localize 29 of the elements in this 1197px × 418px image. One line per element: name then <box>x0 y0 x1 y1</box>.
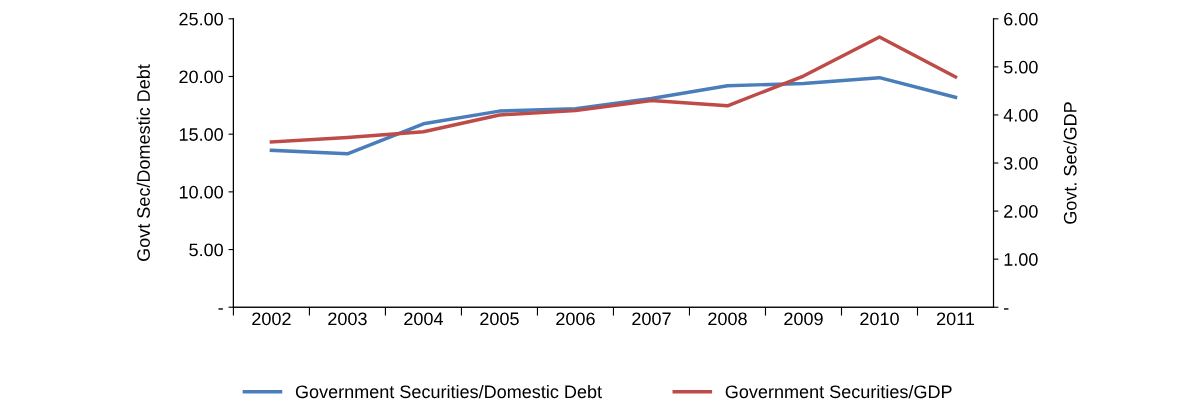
y2-tick-label: 4.00 <box>1003 108 1038 122</box>
y2-tick-label: 3.00 <box>1003 156 1038 170</box>
y-axis-title: Govt Sec/Domestic Debt <box>136 64 150 261</box>
y-tick-label: - <box>218 308 223 310</box>
x-tick-label: 2002 <box>252 312 291 326</box>
x-tick-label: 2006 <box>556 312 595 326</box>
y2-tick-label: - <box>1004 308 1009 310</box>
y-tick-label: 25.00 <box>179 12 223 26</box>
y2-tick-label: 1.00 <box>1004 253 1038 266</box>
line-series <box>269 35 958 144</box>
y-tick-label: 10.00 <box>179 185 223 199</box>
x-tick-label: 2005 <box>480 312 519 326</box>
y-tick-label: 15.00 <box>179 128 223 141</box>
x-tick-label: 2008 <box>708 312 747 326</box>
x-tick-label: 2003 <box>328 312 367 326</box>
x-tick-label: 2004 <box>404 312 443 326</box>
y2-tick-label: 5.00 <box>1003 60 1038 74</box>
x-tick-label: 2007 <box>632 312 671 326</box>
legend-label: Government Securities/GDP <box>725 384 952 399</box>
x-tick-label: 2011 <box>937 312 975 326</box>
line-series <box>269 75 958 156</box>
y2-axis-title: Govt. Sec/GDP <box>1063 102 1077 224</box>
x-tick-label: 2010 <box>860 312 899 326</box>
y-tick-label: 5.00 <box>189 243 223 257</box>
y2-tick-label: 2.00 <box>1004 205 1038 218</box>
y-tick-label: 20.00 <box>179 70 223 84</box>
x-tick-label: 2009 <box>784 312 823 326</box>
y2-tick-label: 6.00 <box>1004 12 1038 26</box>
legend-label: Government Securities/Domestic Debt <box>295 384 602 399</box>
